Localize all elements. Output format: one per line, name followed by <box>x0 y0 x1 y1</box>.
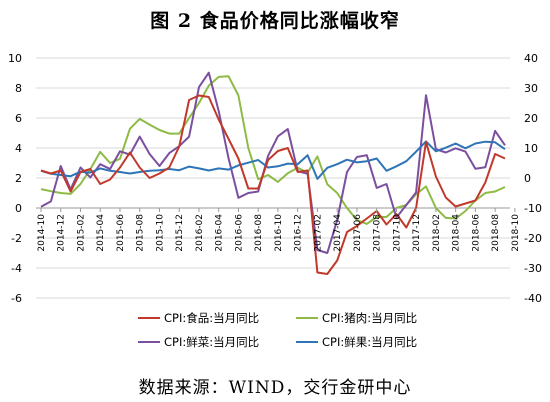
series-line-0 <box>40 94 506 275</box>
x-tick-label: 2017-12 <box>412 214 422 252</box>
left-tick-label: 4 <box>15 142 22 155</box>
x-tick-label: 2017-02 <box>313 214 323 252</box>
x-tick-label: 2015-10 <box>155 214 165 252</box>
x-tick-label: 2014-10 <box>37 214 47 252</box>
right-tick-label: -20 <box>524 232 542 245</box>
right-tick-label: 10 <box>524 142 538 155</box>
x-tick-label: 2015-06 <box>116 214 126 252</box>
legend-swatch-pork <box>296 317 318 319</box>
x-axis: 2014-10 2014-12 2015-02 2015-04 2015-06 2015-… <box>37 208 521 252</box>
right-tick-label: 40 <box>524 52 538 65</box>
right-tick-label: -10 <box>524 202 542 215</box>
legend-label-food: CPI:食品:当月同比 <box>164 311 260 325</box>
x-tick-label: 2018-06 <box>471 214 481 252</box>
left-tick-label: 2 <box>15 172 22 185</box>
legend-label-fruit: CPI:鲜果:当月同比 <box>322 335 418 349</box>
right-tick-label: 20 <box>524 112 538 125</box>
right-tick-label: 30 <box>524 82 538 95</box>
left-tick-label: -2 <box>11 232 22 245</box>
right-axis: 40 30 20 10 0 -10 -20 -30 -40 <box>524 52 542 305</box>
x-tick-label: 2015-04 <box>96 214 106 252</box>
legend-swatch-fruit <box>296 341 318 343</box>
series-line-3 <box>40 140 506 180</box>
legend-label-vegetables: CPI:鲜菜:当月同比 <box>164 335 260 349</box>
right-tick-label: -40 <box>524 292 542 305</box>
left-axis: 10 8 6 4 2 0 -2 -4 -6 <box>8 52 22 305</box>
x-tick-label: 2016-02 <box>195 214 205 252</box>
series-line-2 <box>40 71 506 254</box>
x-tick-label: 2018-10 <box>511 214 521 252</box>
legend-swatch-vegetables <box>138 341 160 343</box>
x-tick-label: 2017-08 <box>373 214 383 252</box>
left-tick-label: 0 <box>15 202 22 215</box>
legend-item-pork: CPI:猪肉:当月同比 <box>296 310 417 326</box>
series-layer <box>40 71 506 275</box>
source-note: 数据来源：WIND，交行金研中心 <box>138 378 412 398</box>
x-tick-label: 2016-06 <box>234 214 244 252</box>
x-tick-label: 2016-12 <box>294 214 304 252</box>
legend-item-food: CPI:食品:当月同比 <box>138 310 259 326</box>
left-tick-label: 10 <box>8 52 22 65</box>
x-tick-label: 2018-04 <box>452 214 462 252</box>
x-tick-label: 2015-12 <box>175 214 185 252</box>
legend-item-vegetables: CPI:鲜菜:当月同比 <box>138 334 259 350</box>
left-tick-label: 8 <box>15 82 22 95</box>
x-tick-label: 2016-04 <box>215 214 225 252</box>
x-tick-label: 2017-10 <box>392 214 402 252</box>
legend-label-pork: CPI:猪肉:当月同比 <box>322 311 418 325</box>
legend-item-fruit: CPI:鲜果:当月同比 <box>296 334 417 350</box>
left-tick-label: -4 <box>11 262 22 275</box>
x-tick-label: 2017-06 <box>353 214 363 252</box>
series-line-1 <box>40 75 506 225</box>
x-tick-label: 2017-04 <box>333 214 343 252</box>
legend-swatch-food <box>138 317 160 319</box>
chart-title: 图 2 食品价格同比涨幅收窄 <box>150 10 400 32</box>
x-tick-label: 2014-12 <box>57 214 67 252</box>
x-tick-label: 2016-08 <box>254 214 264 252</box>
right-tick-label: 0 <box>524 172 531 185</box>
right-tick-label: -30 <box>524 262 542 275</box>
x-tick-label: 2018-02 <box>432 214 442 252</box>
x-tick-label: 2016-10 <box>274 214 284 252</box>
left-tick-label: 6 <box>15 112 22 125</box>
x-tick-label: 2018-08 <box>491 214 501 252</box>
x-tick-label: 2015-08 <box>136 214 146 252</box>
x-tick-label: 2015-02 <box>76 214 86 252</box>
left-tick-label: -6 <box>11 292 22 305</box>
